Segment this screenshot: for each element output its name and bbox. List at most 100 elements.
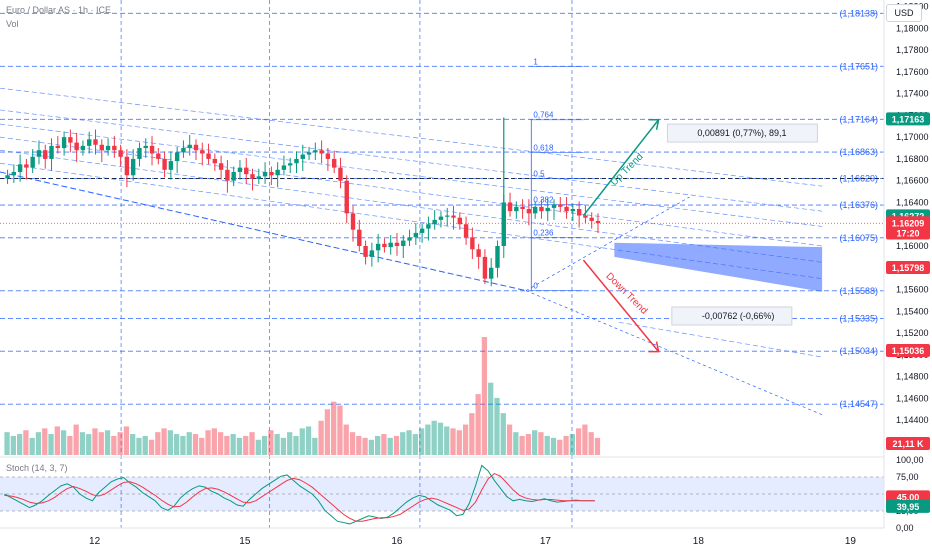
candle-body [74,142,79,151]
volume-bar [161,428,167,455]
volume-bar [444,426,450,455]
candle-body [344,180,349,214]
candle-body [11,171,17,176]
volume-bar [155,432,161,455]
candle-body [463,224,469,238]
stoch-tick: 75,00 [896,472,919,482]
volume-tag-label: 21,11 K [892,439,924,449]
candle-body [583,215,588,218]
volume-bar [456,430,462,455]
candle-body [181,148,186,153]
stoch-k-line [4,464,595,525]
candle-body [137,148,142,159]
volume-bar [362,437,368,455]
volume-bar [318,420,324,455]
trend-line [0,87,823,187]
time-tick: 18 [693,536,705,547]
candle-body [288,163,293,166]
price-tick: 1,17800 [896,45,929,55]
volume-bar [142,435,148,455]
candle-body [43,150,48,159]
currency-button[interactable]: USD [886,4,922,22]
candle-body [24,164,29,168]
volume-bar [249,432,255,455]
candle-body [105,145,111,151]
volume-bar [538,432,544,455]
symbol-title[interactable]: Euro / Dollar AS · 1h · ICE [6,5,111,15]
price-tick: 1,15600 [896,285,929,295]
candle-body [576,208,582,216]
volume-bar [217,432,224,455]
volume-bar [16,434,23,455]
price-tick: 1,17000 [896,132,929,142]
price-tag-label: 1,15798 [892,263,925,273]
volume-bar [550,437,557,455]
volume-bar [29,437,35,455]
candle-body [325,153,331,159]
volume-bar [575,428,582,455]
candle-body [350,213,356,230]
volume-bar [268,430,274,455]
volume-bar [230,434,236,455]
candle-body [281,165,287,170]
fib-label: 0,236 [533,228,554,237]
candle-body [218,163,224,170]
level-label: (1,17164) [839,114,878,124]
candle-body [269,171,274,176]
candle-body [5,175,10,179]
volume-bar [167,430,174,455]
level-label: (1,14547) [839,399,878,409]
volume-bar [205,430,211,455]
volume-bar [293,435,299,455]
volume-bar [92,428,98,455]
volume-bar [475,394,481,455]
candle-body [294,158,299,164]
volume-bar [582,424,588,455]
price-axis-bg [884,0,932,550]
uptrend-arrowhead [648,118,660,130]
candle-body [564,206,569,212]
downtrend-arrow [582,259,660,353]
volume-bar [532,430,538,455]
level-label: (1,16075) [839,233,878,243]
volume-bar [500,413,506,455]
supply-zone [614,242,823,292]
trend-line [0,136,823,247]
volume-bar [519,435,525,455]
volume-bar [588,432,594,455]
candle-body [482,256,488,279]
volume-bar [481,337,488,455]
volume-bar [337,405,343,455]
volume-bar [104,430,111,455]
candle-body [130,158,136,176]
volume-bar [431,420,437,455]
time-tick: 19 [845,536,857,547]
volume-bar [211,428,217,455]
volume-bar [324,409,331,455]
volume-bar [450,428,456,455]
price-tick: 1,14600 [896,393,929,403]
candle-body [168,161,174,170]
candle-body [407,237,412,241]
candle-body [319,150,324,154]
price-tag [886,260,930,274]
candle-body [156,153,161,159]
candle-body [558,204,563,207]
candle-body [244,167,249,175]
candle-body [489,267,494,279]
time-tick: 15 [239,536,251,547]
stoch-indicator-label[interactable]: Stoch (14, 3, 7) [6,463,68,473]
volume-bar [192,434,199,455]
candle-body [193,144,199,151]
candle-body [200,150,205,154]
volume-bar [375,435,381,455]
volume-bar [513,432,519,455]
stoch-k-tag-label: 39,95 [897,502,920,512]
volume-bar [280,437,287,455]
volume-bar [356,435,362,455]
fib-label: 0,764 [533,111,554,120]
fib-label: 0,618 [533,143,554,152]
level-label: (1,17651) [839,61,878,71]
candle-body [187,144,192,149]
